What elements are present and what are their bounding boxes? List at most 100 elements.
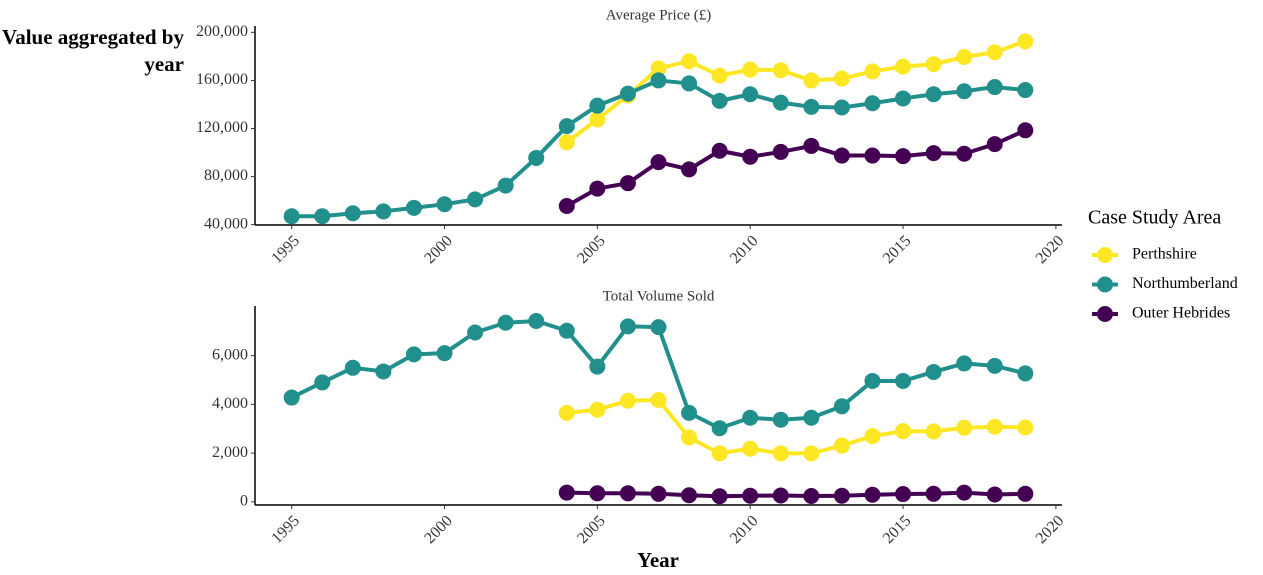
point xyxy=(895,372,912,389)
y-tick-label: 4,000 xyxy=(212,395,248,412)
point xyxy=(895,148,912,165)
point xyxy=(772,94,789,111)
point xyxy=(467,191,484,208)
point xyxy=(344,359,361,376)
y-tick-label: 120,000 xyxy=(196,119,248,136)
point xyxy=(681,75,698,92)
point xyxy=(772,143,789,160)
point xyxy=(1017,33,1034,50)
point xyxy=(589,401,606,418)
point xyxy=(650,60,667,77)
point xyxy=(589,485,606,502)
point xyxy=(956,355,973,372)
point xyxy=(803,98,820,115)
point xyxy=(711,92,728,109)
point xyxy=(956,48,973,65)
x-tick-label: 1995 xyxy=(268,232,303,267)
point xyxy=(681,404,698,421)
legend-title: Case Study Area xyxy=(1088,207,1221,229)
x-tick-label: 2010 xyxy=(727,232,762,267)
point xyxy=(1017,82,1034,99)
point xyxy=(833,487,850,504)
x-tick-label: 2005 xyxy=(574,512,609,547)
series-line xyxy=(565,39,1026,144)
point xyxy=(925,423,942,440)
point xyxy=(925,56,942,73)
series-line xyxy=(565,128,1027,208)
point xyxy=(895,58,912,75)
point xyxy=(833,437,850,454)
point xyxy=(803,409,820,426)
point xyxy=(772,487,789,504)
point xyxy=(528,149,545,166)
point xyxy=(375,203,392,220)
x-tick-label: 2015 xyxy=(880,512,915,547)
point xyxy=(986,44,1003,61)
point xyxy=(314,374,331,391)
point xyxy=(864,428,881,445)
point xyxy=(558,404,575,421)
point xyxy=(283,208,300,225)
point xyxy=(742,409,759,426)
y-tick-label: 6,000 xyxy=(212,346,248,363)
x-axis-title: Year xyxy=(637,548,679,572)
point xyxy=(833,147,850,164)
point xyxy=(956,83,973,100)
point xyxy=(558,118,575,135)
point xyxy=(895,423,912,440)
point xyxy=(589,358,606,375)
point xyxy=(956,145,973,162)
y-tick-label: 200,000 xyxy=(196,23,248,40)
point xyxy=(833,70,850,87)
point xyxy=(650,485,667,502)
point xyxy=(619,175,636,192)
point xyxy=(711,142,728,159)
point xyxy=(864,372,881,389)
point xyxy=(803,72,820,89)
panel-title: Total Volume Sold xyxy=(603,288,715,304)
point xyxy=(619,85,636,102)
legend-label: Outer Hebrides xyxy=(1132,305,1230,322)
x-tick-label: 2020 xyxy=(1033,232,1068,267)
point xyxy=(650,391,667,408)
point xyxy=(467,324,484,341)
point xyxy=(772,445,789,462)
point xyxy=(589,180,606,197)
legend-marker xyxy=(1097,276,1113,293)
point xyxy=(864,147,881,164)
point xyxy=(589,97,606,114)
point xyxy=(589,111,606,128)
point xyxy=(956,419,973,436)
point xyxy=(558,134,575,151)
point xyxy=(1017,419,1034,436)
point xyxy=(711,488,728,505)
point xyxy=(375,363,392,380)
legend-label: Northumberland xyxy=(1132,275,1238,292)
point xyxy=(405,346,422,363)
point xyxy=(986,136,1003,153)
series-line xyxy=(566,490,1026,499)
panel-title: Average Price (£) xyxy=(606,7,712,23)
point xyxy=(986,486,1003,503)
point xyxy=(956,484,973,501)
point xyxy=(803,137,820,154)
legend-marker xyxy=(1097,306,1113,322)
point xyxy=(772,62,789,79)
y-tick-label: 2,000 xyxy=(212,444,248,461)
point xyxy=(558,322,575,339)
point xyxy=(619,392,636,409)
series-line xyxy=(566,397,1026,456)
point xyxy=(864,486,881,503)
point xyxy=(925,485,942,502)
point xyxy=(681,161,698,178)
x-tick-label: 2000 xyxy=(421,232,456,267)
x-tick-label: 2010 xyxy=(727,512,762,547)
x-tick-label: 2000 xyxy=(421,512,456,547)
point xyxy=(742,487,759,504)
point xyxy=(711,445,728,462)
point xyxy=(895,90,912,107)
point xyxy=(558,198,575,215)
y-tick-label: 160,000 xyxy=(196,71,248,88)
point xyxy=(436,196,453,213)
